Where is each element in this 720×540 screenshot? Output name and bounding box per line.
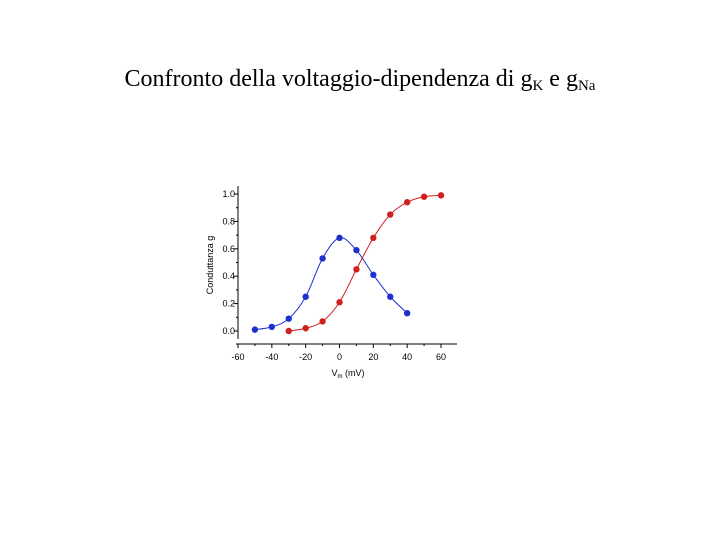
y-axis-label: Conduttanza g: [205, 236, 215, 295]
x-tick-label: 40: [402, 352, 412, 362]
series-1-line: [288, 194, 442, 332]
data-point: [302, 325, 309, 332]
y-tick-label: 0.4: [222, 271, 235, 281]
x-tick-label: -20: [299, 352, 312, 362]
data-point: [285, 327, 292, 335]
data-point: [336, 299, 343, 306]
chart-axes: 0.0 0.2 0.4 0.6 0.8 1.0 -60 -40 -20 0 20 40 60: [222, 186, 457, 362]
data-point: [353, 266, 360, 273]
y-tick-label: 0.0: [222, 326, 235, 336]
x-tick-label: 0: [337, 352, 342, 362]
y-tick-label: 0.8: [222, 216, 235, 226]
series-0: [251, 234, 411, 333]
data-point: [403, 309, 411, 317]
data-point: [403, 199, 411, 206]
data-point: [336, 234, 343, 242]
data-point: [420, 193, 428, 200]
data-point: [285, 315, 292, 322]
data-point: [319, 255, 326, 262]
y-tick-label: 0.6: [222, 244, 235, 254]
data-point: [437, 192, 445, 199]
x-axis-label: Vm (mV): [331, 368, 364, 380]
data-point: [387, 211, 394, 218]
data-point: [387, 293, 394, 300]
chart-series-layer: [251, 192, 445, 335]
data-point: [370, 271, 377, 279]
data-point: [251, 326, 259, 333]
data-point: [353, 246, 360, 254]
x-tick-label: 60: [436, 352, 446, 362]
data-point: [302, 293, 309, 300]
series-1: [285, 192, 445, 335]
x-tick-label: -40: [265, 352, 278, 362]
series-0-line: [254, 237, 408, 331]
x-tick-label: -60: [231, 352, 244, 362]
chart-title: Confronto della voltaggio-dipendenza di …: [124, 66, 596, 94]
y-tick-label: 1.0: [222, 189, 235, 199]
data-point: [268, 323, 276, 331]
y-tick-label: 0.2: [222, 299, 235, 309]
data-point: [319, 318, 326, 325]
x-tick-label: 20: [368, 352, 378, 362]
data-point: [370, 234, 377, 242]
